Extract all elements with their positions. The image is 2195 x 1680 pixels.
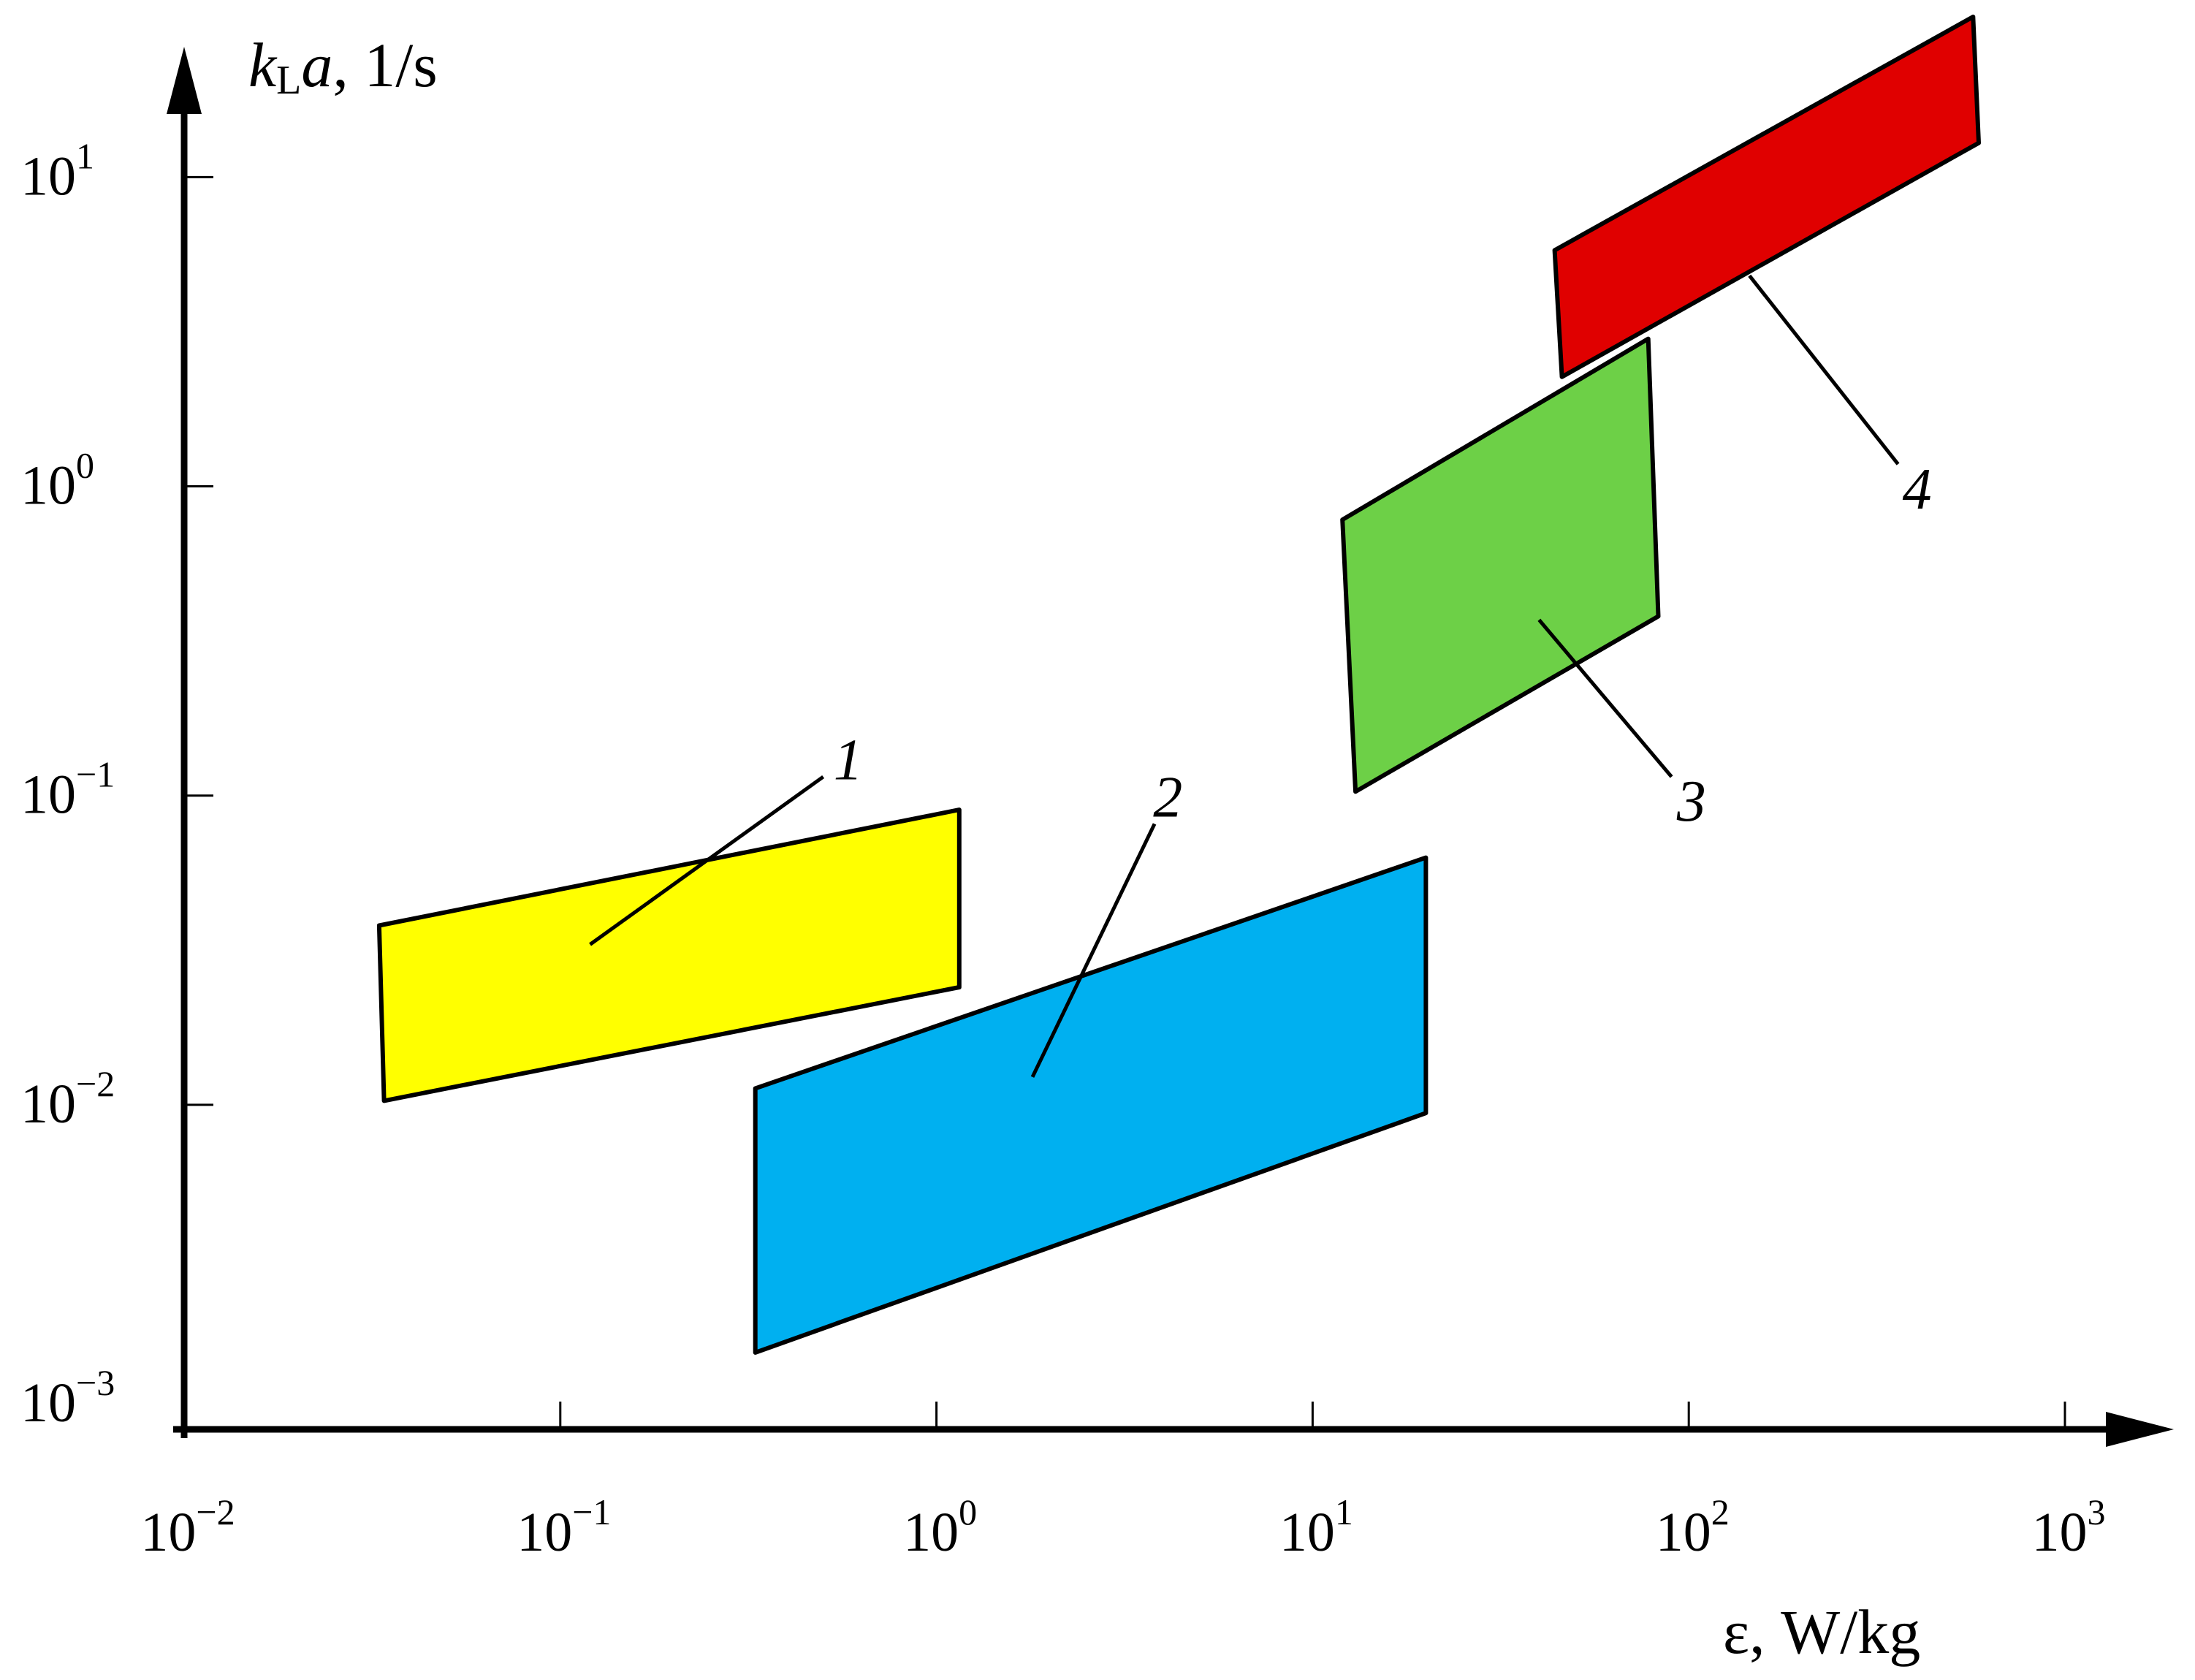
plot-regions bbox=[376, 15, 1981, 1355]
y-axis-title-k: k bbox=[248, 30, 278, 100]
leader-line-4 bbox=[1748, 274, 1900, 465]
y-axis-title-a: a bbox=[301, 30, 332, 100]
region-1 bbox=[376, 807, 962, 1103]
x-axis-ticks: 10−2 10−1 100 101 102 103 bbox=[140, 1402, 2106, 1563]
y-tick-label: 10−3 bbox=[20, 1362, 115, 1434]
x-tick-label: 10−2 bbox=[140, 1491, 235, 1563]
y-axis-title-subscript: L bbox=[276, 58, 301, 103]
axes bbox=[167, 47, 2174, 1447]
region-3 bbox=[1340, 336, 1661, 794]
x-tick-label: 10−1 bbox=[517, 1491, 611, 1563]
region-labels: 1 2 3 4 bbox=[834, 457, 1932, 834]
x-axis-title-symbol: ε bbox=[1723, 1597, 1749, 1667]
y-tick-label: 101 bbox=[20, 135, 94, 207]
region-2 bbox=[753, 855, 1429, 1355]
x-tick-label: 101 bbox=[1279, 1491, 1353, 1563]
region-label-4: 4 bbox=[1903, 457, 1932, 522]
y-axis-title: kLa, 1/s bbox=[248, 30, 438, 103]
leader-lines bbox=[589, 274, 1900, 1078]
region-label-3: 3 bbox=[1676, 769, 1706, 834]
y-tick-label: 10−2 bbox=[20, 1063, 115, 1135]
x-tick-label: 100 bbox=[903, 1491, 977, 1563]
x-axis-title-units: , W/kg bbox=[1749, 1597, 1920, 1667]
leader-line-3 bbox=[1537, 618, 1673, 778]
y-tick-label: 100 bbox=[20, 445, 94, 517]
x-axis-title: ε, W/kg bbox=[1723, 1597, 1920, 1667]
x-axis-arrowhead bbox=[2106, 1412, 2174, 1447]
y-axis-arrowhead bbox=[167, 47, 202, 114]
y-axis-ticks: 10−3 10−2 10−1 100 101 bbox=[20, 135, 213, 1434]
x-tick-label: 103 bbox=[2032, 1491, 2106, 1563]
region-4 bbox=[1552, 15, 1981, 379]
region-label-1: 1 bbox=[834, 729, 863, 793]
region-label-2: 2 bbox=[1153, 766, 1182, 830]
y-tick-label: 10−1 bbox=[20, 754, 115, 826]
x-tick-label: 102 bbox=[1656, 1491, 1730, 1563]
leader-line-2 bbox=[1030, 823, 1157, 1078]
y-axis-title-units: , 1/s bbox=[332, 30, 437, 100]
leader-line-1 bbox=[589, 775, 825, 946]
